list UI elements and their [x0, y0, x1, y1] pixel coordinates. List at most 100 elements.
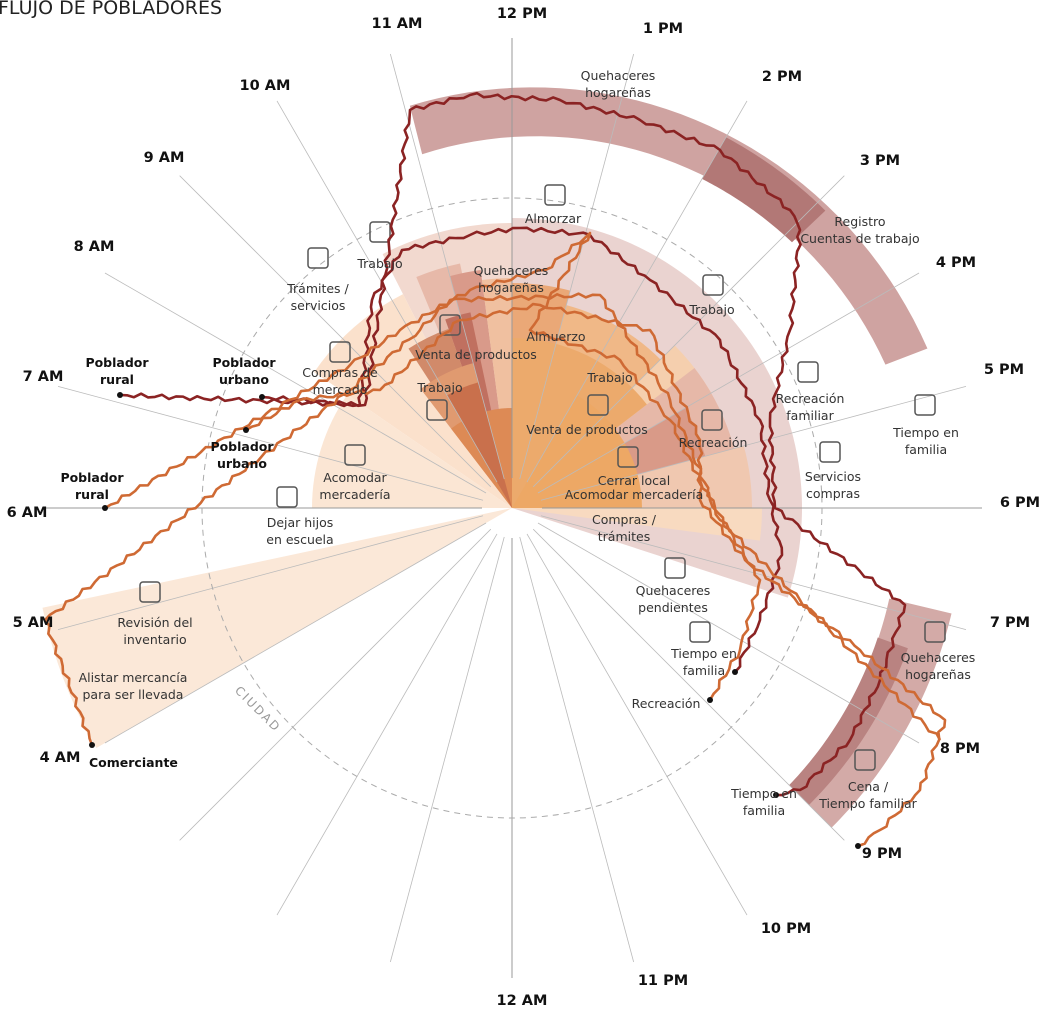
- activity-label: inventario: [123, 632, 186, 647]
- hour-spoke: [104, 522, 487, 744]
- icon: [664, 557, 686, 579]
- activity-label: Venta de productos: [526, 422, 648, 437]
- icon: [369, 221, 391, 243]
- activity-label: Quehaceres: [474, 263, 549, 278]
- activity-label: hogareñas: [585, 85, 651, 100]
- activity-label: servicios: [291, 298, 346, 313]
- hour-label: 4 AM: [40, 750, 81, 766]
- wedge: [312, 394, 512, 508]
- hour-spoke: [526, 100, 748, 483]
- wedge: [447, 382, 512, 508]
- hour-spoke: [540, 385, 967, 501]
- wedge: [512, 395, 643, 508]
- activity-label: Compras /: [592, 512, 657, 527]
- activity-label: familia: [683, 663, 725, 678]
- icon: [924, 621, 946, 643]
- activity-label: para ser llevada: [83, 687, 184, 702]
- hour-label: 9 AM: [144, 150, 185, 166]
- hour-spoke: [526, 533, 748, 916]
- activity-label: Servicios: [805, 469, 861, 484]
- activity-label: Tiempo en: [730, 786, 797, 801]
- activity-label: mercadería: [319, 487, 390, 502]
- activity-label: pendientes: [638, 600, 708, 615]
- band: [789, 637, 908, 805]
- activity-label: Cena /: [848, 779, 889, 794]
- activity-label: Almuerzo: [526, 329, 585, 344]
- activity-label: familia: [743, 803, 785, 818]
- hour-spoke: [519, 53, 635, 480]
- hour-label: 5 AM: [13, 615, 54, 631]
- persona-path: [43, 292, 942, 746]
- band: [409, 87, 928, 365]
- path-endpoint: [243, 427, 249, 433]
- hour-label: 2 PM: [762, 69, 802, 85]
- path-endpoint: [707, 697, 713, 703]
- hour-label: 1 PM: [643, 21, 683, 37]
- persona-label: Poblador: [210, 439, 274, 454]
- activity-label: familiar: [786, 408, 834, 423]
- hour-spoke: [104, 272, 487, 494]
- activity-label: familia: [905, 442, 947, 457]
- icon: [689, 621, 711, 643]
- hour-label: 7 AM: [23, 369, 64, 385]
- persona-label: urbano: [219, 372, 269, 387]
- icon: [854, 749, 876, 771]
- hour-label: 3 PM: [860, 153, 900, 169]
- wedge: [512, 508, 762, 541]
- activity-label: Tiempo familiar: [818, 796, 917, 811]
- hour-spoke: [179, 175, 492, 488]
- activity-label: Recreación: [679, 435, 748, 450]
- city-label: CIUDAD: [232, 683, 284, 735]
- activity-label: Trabajo: [688, 302, 734, 317]
- activity-label: mercado: [313, 382, 368, 397]
- hour-label: 11 AM: [372, 16, 423, 32]
- hour-spoke: [519, 536, 635, 963]
- path-endpoint: [259, 394, 265, 400]
- hour-label: 10 AM: [240, 78, 291, 94]
- icon: [587, 394, 609, 416]
- hour-spoke: [179, 528, 492, 841]
- icon: [344, 444, 366, 466]
- icon: [819, 441, 841, 463]
- icon: [701, 409, 723, 431]
- activity-label: Tiempo en: [670, 646, 737, 661]
- persona-label: Poblador: [60, 470, 124, 485]
- wedge: [451, 408, 512, 508]
- activity-label: Trámites /: [286, 281, 349, 296]
- activity-label: Revisión del: [117, 615, 192, 630]
- icon: [914, 394, 936, 416]
- icon: [426, 399, 448, 421]
- hour-spoke: [57, 385, 484, 501]
- activity-label: Alistar mercancía: [79, 670, 188, 685]
- icon: [307, 247, 329, 269]
- activity-label: Dejar hijos: [267, 515, 334, 530]
- icon: [439, 314, 461, 336]
- path-endpoint: [89, 742, 95, 748]
- hour-label: 7 PM: [990, 615, 1030, 631]
- persona-label: Comerciante: [89, 755, 178, 770]
- hour-label: 12 AM: [497, 993, 548, 1009]
- persona-label: rural: [75, 487, 109, 502]
- activity-label: Cuentas de trabajo: [800, 231, 919, 246]
- hour-label: 5 PM: [984, 362, 1024, 378]
- persona-path: [119, 91, 907, 797]
- hour-spoke: [537, 522, 920, 744]
- path-endpoint: [855, 843, 861, 849]
- hour-spoke: [537, 272, 920, 494]
- activity-label: Venta de productos: [415, 347, 537, 362]
- activity-label: Recreación: [632, 696, 701, 711]
- persona-label: urbano: [217, 456, 267, 471]
- icon: [797, 361, 819, 383]
- hour-spoke: [57, 515, 484, 631]
- icons: [139, 184, 946, 771]
- icon: [617, 446, 639, 468]
- hour-label: 8 AM: [74, 239, 115, 255]
- activity-label: en escuela: [266, 532, 333, 547]
- activity-label: Almorzar: [525, 211, 582, 226]
- path-endpoint: [732, 669, 738, 675]
- title: FLUJO DE POBLADORES: [0, 0, 222, 19]
- icon: [702, 274, 724, 296]
- icon: [544, 184, 566, 206]
- persona-label: rural: [100, 372, 134, 387]
